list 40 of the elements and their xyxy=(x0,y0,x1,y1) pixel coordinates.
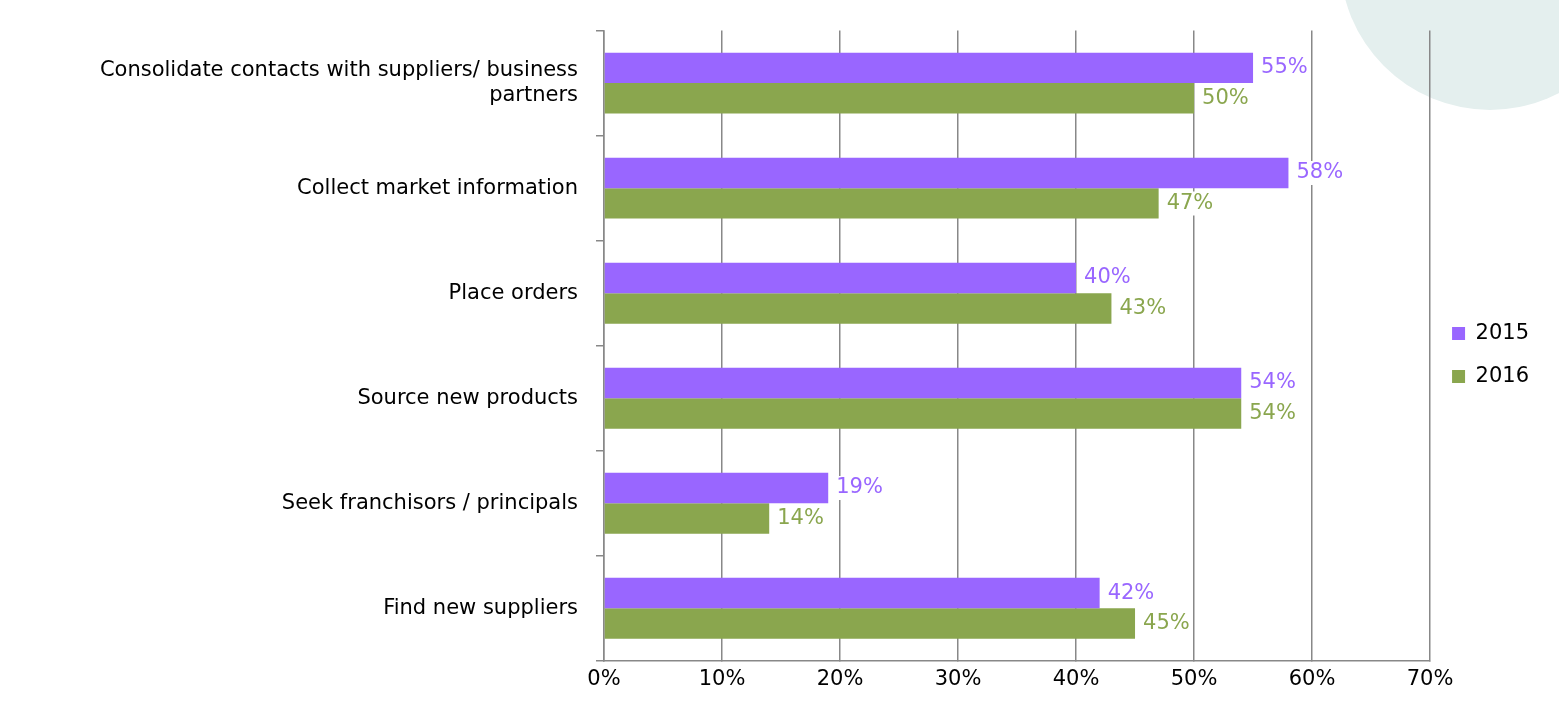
data-label: 42% xyxy=(1107,579,1155,604)
bar xyxy=(604,157,1289,189)
x-tick-label: 60% xyxy=(1288,665,1336,690)
bar xyxy=(604,398,1242,429)
bar xyxy=(604,503,770,534)
x-tick-label: 30% xyxy=(934,665,982,690)
bar xyxy=(604,577,1100,609)
data-label: 43% xyxy=(1119,294,1167,319)
data-label: 54% xyxy=(1249,399,1296,424)
legend-label: 2016 xyxy=(1475,362,1530,387)
x-tick-label: 50% xyxy=(1170,665,1218,690)
bar xyxy=(604,367,1242,399)
y-tick-label: Seek franchisors / principals xyxy=(281,489,578,514)
x-tick-label: 10% xyxy=(698,665,746,690)
x-tick-label: 20% xyxy=(816,665,864,690)
bar xyxy=(604,52,1254,84)
bar xyxy=(604,188,1159,219)
data-label: 14% xyxy=(777,504,824,529)
bar xyxy=(604,472,829,504)
data-label: 40% xyxy=(1084,264,1131,289)
x-tick-label: 0% xyxy=(587,665,621,690)
data-label: 47% xyxy=(1166,189,1214,214)
data-label: 19% xyxy=(836,474,883,499)
data-label: 50% xyxy=(1202,84,1249,109)
y-tick-label: Source new products xyxy=(357,384,578,409)
y-tick-label: Collect market information xyxy=(297,174,578,199)
bar xyxy=(604,83,1195,114)
data-label: 55% xyxy=(1261,54,1308,79)
data-label: 45% xyxy=(1143,609,1190,634)
data-label: 54% xyxy=(1249,369,1296,394)
bar xyxy=(604,262,1077,294)
x-tick-label: 70% xyxy=(1406,665,1454,690)
y-tick-label: Place orders xyxy=(448,279,578,304)
y-tick-label: Consolidate contacts with suppliers/ business partners xyxy=(99,56,578,107)
x-tick-label: 40% xyxy=(1052,665,1100,690)
y-tick-label: Find new suppliers xyxy=(383,594,578,619)
bar xyxy=(604,608,1136,639)
data-label: 58% xyxy=(1296,159,1344,184)
legend-label: 2015 xyxy=(1475,319,1530,344)
bar xyxy=(604,293,1112,324)
